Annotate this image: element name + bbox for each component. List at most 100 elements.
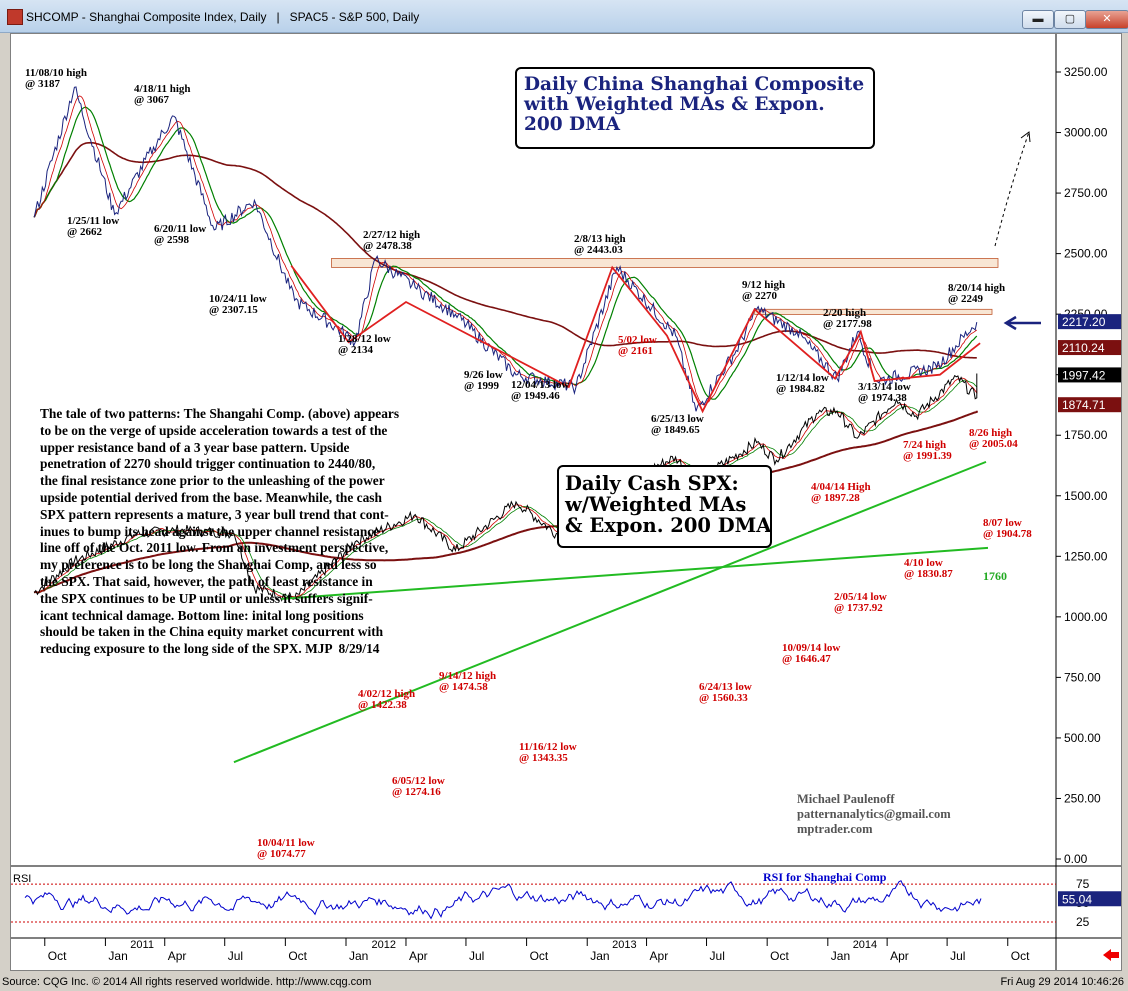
y-axis-tick-label: 500.00 — [1064, 731, 1101, 745]
minimize-button[interactable]: ▬ — [1022, 10, 1054, 29]
shanghai-title-box: Daily China Shanghai Composite with Weig… — [515, 67, 875, 149]
y-axis-tick-label: 250.00 — [1064, 791, 1101, 805]
spx-last-price-tag-bg — [1058, 367, 1121, 383]
timestamp: Fri Aug 29 2014 10:46:26 — [1000, 976, 1124, 988]
spx-annotation: 4/10 low @ 1830.87 — [904, 557, 953, 580]
spx-annotation: 10/09/14 low @ 1646.47 — [782, 642, 840, 665]
spx-support-label: 1760 — [983, 569, 1007, 583]
y-axis-tick-label: 0.00 — [1064, 852, 1088, 866]
shanghai-dma-tag: 2110.24 — [1062, 341, 1105, 355]
chart-canvas: 3250.003000.002750.002500.002250.002000.… — [11, 34, 1121, 970]
spx-annotation: 10/04/11 low @ 1074.77 — [257, 837, 315, 860]
spx-annotation: 2/05/14 low @ 1737.92 — [834, 591, 887, 614]
shanghai-annotation: 2/8/13 high @ 2443.03 — [574, 233, 626, 256]
shanghai-dma-tag-bg — [1058, 340, 1121, 356]
shanghai-annotation: 2/20 high @ 2177.98 — [823, 307, 872, 330]
time-axis-month-label: Jul — [710, 949, 725, 963]
chart-area[interactable]: 3250.003000.002750.002500.002250.002000.… — [10, 33, 1122, 971]
spx-annotation: 8/26 high @ 2005.04 — [969, 427, 1018, 450]
rsi-panel-label: RSI — [13, 873, 31, 885]
spx-lower-channel — [281, 546, 989, 600]
shanghai-annotation: 1/25/11 low @ 2662 — [67, 215, 119, 238]
shanghai-price-line — [33, 86, 978, 412]
time-axis-month-label: Oct — [770, 949, 789, 963]
time-axis-year-label: 2014 — [853, 939, 877, 951]
close-icon: ✕ — [1102, 13, 1112, 25]
rsi-last-value-tag-bg — [1058, 891, 1121, 907]
spx-annotation: 11/16/12 low @ 1343.35 — [519, 741, 577, 764]
rsi-last-value-tag: 55.04 — [1062, 892, 1092, 906]
shanghai-annotation: 12/04/13 low @ 1949.46 — [511, 379, 569, 402]
scroll-left-icon — [1103, 949, 1119, 961]
spx-annotation: 6/05/12 low @ 1274.16 — [392, 775, 445, 798]
time-axis-month-label: Apr — [409, 949, 428, 963]
spx-last-price-tag: 1997.42 — [1062, 368, 1106, 382]
maximize-icon: ▢ — [1064, 13, 1076, 25]
shanghai-200dma-line — [33, 141, 977, 359]
time-axis-year-label: 2011 — [130, 939, 154, 951]
time-axis-year-label: 2012 — [372, 939, 396, 951]
spx-title-box: Daily Cash SPX: w/Weighted MAs & Expon. … — [557, 465, 772, 548]
y-axis-tick-label: 3250.00 — [1064, 65, 1108, 79]
time-axis-month-label: Oct — [288, 949, 307, 963]
spx-annotation: 4/04/14 High @ 1897.28 — [811, 481, 871, 504]
time-axis-month-label: Jul — [950, 949, 965, 963]
rsi-tick-label: 75 — [1076, 877, 1090, 891]
shanghai-annotation: 9/26 low @ 1999 — [464, 369, 503, 392]
time-axis-year-label: 2013 — [612, 939, 636, 951]
shanghai-pattern-lines — [290, 265, 981, 414]
copyright-text: Source: CQG Inc. © 2014 All rights reser… — [2, 976, 372, 988]
app-icon — [7, 9, 23, 25]
shanghai-annotation: 5/02 low @ 2161 — [618, 334, 657, 357]
y-axis-tick-label: 750.00 — [1064, 670, 1101, 684]
y-axis-tick-label: 3000.00 — [1064, 126, 1108, 140]
window-titlebar[interactable]: SHCOMP - Shanghai Composite Index, Daily… — [0, 0, 1128, 33]
shanghai-annotation: 1/12/14 low @ 1984.82 — [776, 372, 829, 395]
spx-annotation: 4/02/12 high @ 1422.38 — [358, 688, 415, 711]
spx-annotation: 7/24 high @ 1991.39 — [903, 439, 952, 462]
time-axis-month-label: Oct — [48, 949, 67, 963]
shanghai-annotation: 1/28/12 low @ 2134 — [338, 333, 391, 356]
shanghai-last-price-tag-bg — [1058, 314, 1121, 330]
time-axis-month-label: Apr — [890, 949, 909, 963]
shanghai-ma-red-line — [33, 95, 978, 406]
spx-dma-tag-bg — [1058, 397, 1121, 413]
status-bar: Source: CQG Inc. © 2014 All rights reser… — [0, 975, 1128, 991]
y-axis-tick-label: 1750.00 — [1064, 428, 1108, 442]
shanghai-last-price-tag: 2217.20 — [1062, 315, 1106, 329]
time-axis-month-label: Apr — [650, 949, 669, 963]
y-axis-tick-label: 1250.00 — [1064, 549, 1108, 563]
maximize-button[interactable]: ▢ — [1054, 10, 1086, 29]
author-credit: Michael Paulenoff patternanalytics@gmail… — [797, 792, 951, 836]
y-axis-tick-label: 1000.00 — [1064, 610, 1108, 624]
shanghai-annotation: 6/20/11 low @ 2598 — [154, 223, 206, 246]
rsi-tick-label: 25 — [1076, 915, 1090, 929]
time-axis-month-label: Jul — [469, 949, 484, 963]
shanghai-ma-green-line — [33, 106, 978, 400]
spx-200dma-line — [33, 410, 978, 594]
y-axis-tick-label: 2750.00 — [1064, 186, 1108, 200]
resistance-band-lower — [754, 308, 993, 315]
time-axis-month-label: Oct — [1011, 949, 1030, 963]
rsi-line — [24, 880, 982, 920]
projection-arrow-head — [1020, 131, 1031, 143]
window-title: SHCOMP - Shanghai Composite Index, Daily… — [26, 10, 420, 24]
shanghai-annotation: 11/08/10 high @ 3187 — [25, 67, 87, 90]
time-axis-month-label: Jan — [349, 949, 368, 963]
spx-annotation: 6/24/13 low @ 1560.33 — [699, 681, 752, 704]
spx-price-line — [33, 373, 978, 602]
spx-upper-channel — [233, 460, 987, 764]
shanghai-annotation: 4/18/11 high @ 3067 — [134, 83, 191, 106]
close-button[interactable]: ✕ — [1085, 10, 1128, 29]
shanghai-annotation: 6/25/13 low @ 1849.65 — [651, 413, 704, 436]
spx-dma-tag: 1874.71 — [1062, 398, 1106, 412]
rsi-title: RSI for Shanghai Comp — [763, 870, 887, 884]
time-axis-month-label: Jan — [590, 949, 609, 963]
projection-arrow — [994, 131, 1030, 247]
y-axis-tick-label: 2500.00 — [1064, 247, 1108, 261]
minimize-icon: ▬ — [1032, 13, 1044, 25]
commentary-text: The tale of two patterns: The Shangahi C… — [40, 406, 400, 657]
resistance-band-upper — [331, 258, 999, 268]
shanghai-annotation: 2/27/12 high @ 2478.38 — [363, 229, 420, 252]
time-axis-month-label: Jan — [108, 949, 127, 963]
